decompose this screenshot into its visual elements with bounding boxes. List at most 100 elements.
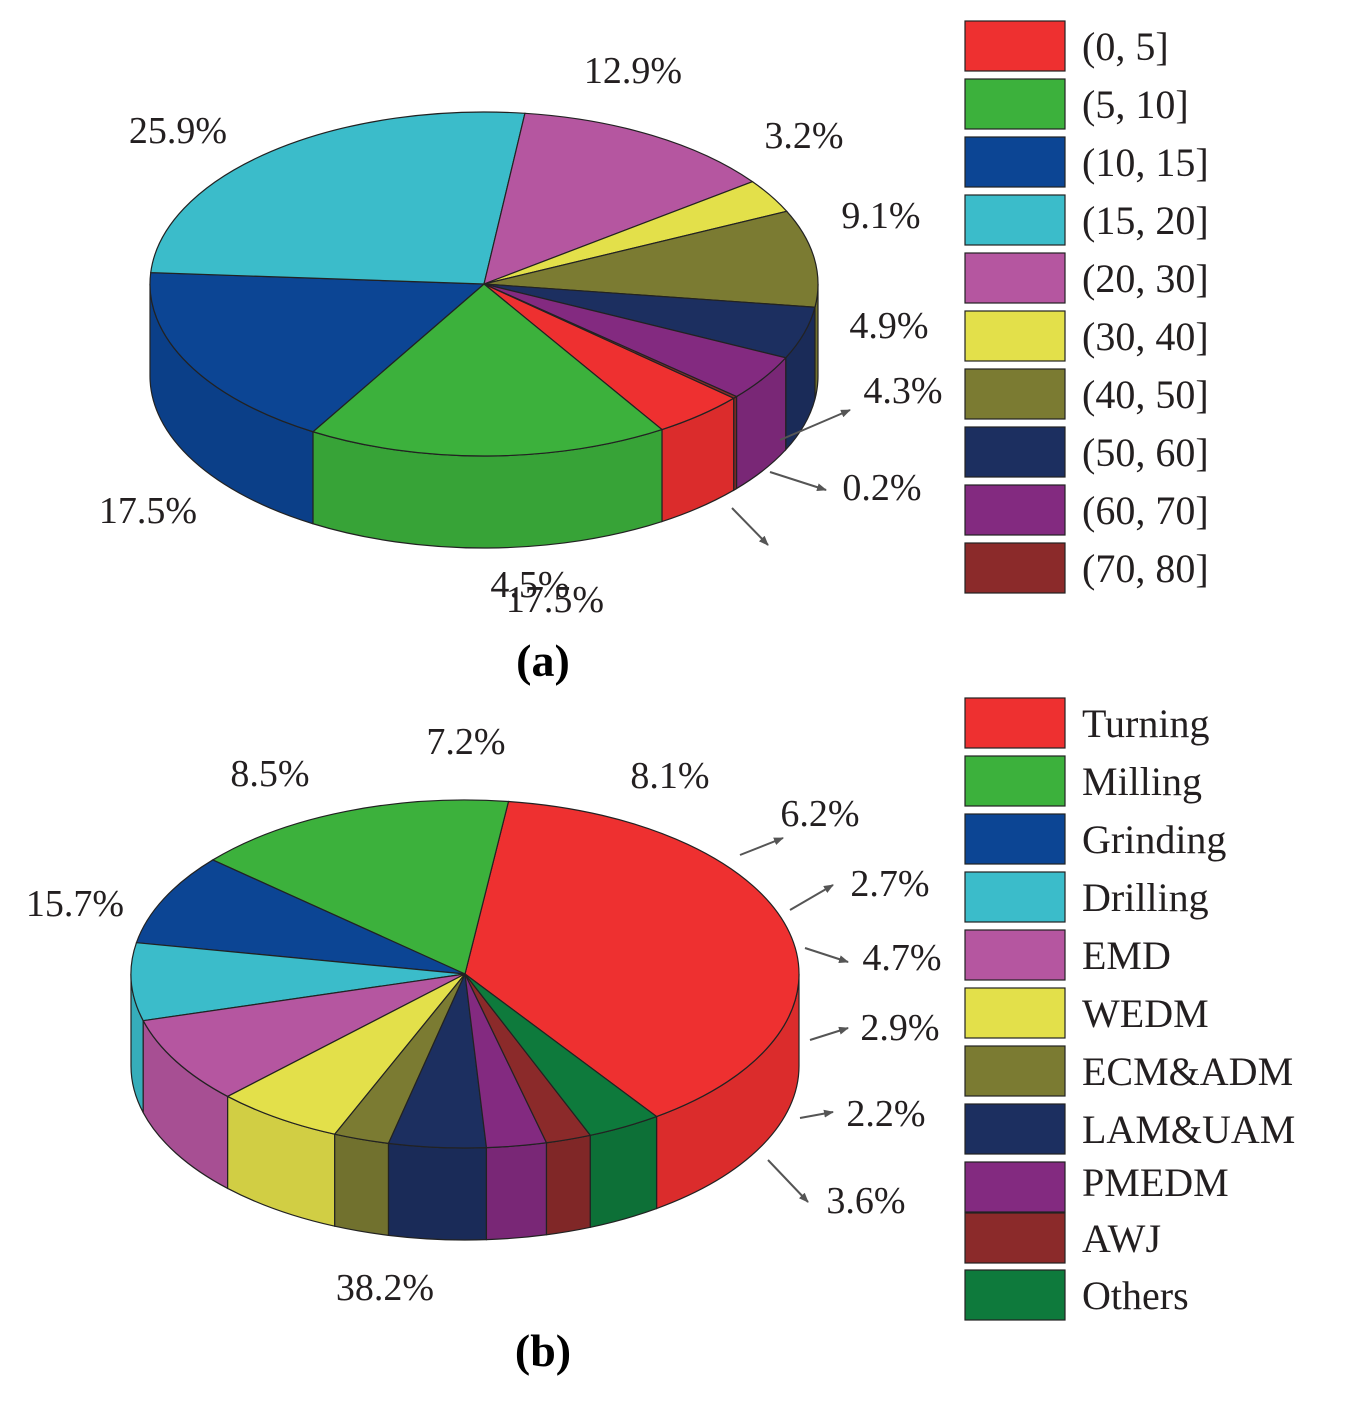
data-label-b-lam-uam: 4.7% [862, 937, 941, 979]
legend-label-a-30-40: (30, 40] [1082, 314, 1209, 359]
data-label-a-5-10: 17.5% [506, 579, 604, 621]
legend-swatch-b-turning [964, 697, 1066, 749]
legend-label-b-wedm: WEDM [1082, 991, 1209, 1036]
legend-swatch-a-10-15 [964, 136, 1066, 188]
legend-label-b-ecm-adm: ECM&ADM [1082, 1049, 1293, 1094]
pie-a-leader-arrows [731, 409, 851, 546]
legend-swatch-b-others [964, 1269, 1066, 1321]
pie-a-slice-5-10 [311, 283, 664, 457]
data-label-b-turning: 38.2% [336, 1267, 434, 1309]
pie-b-sides [130, 973, 800, 1241]
pie-b-side-awj [545, 1134, 591, 1236]
legend-label-a-15-20: (15, 20] [1082, 198, 1209, 243]
pie-b-slice-turning [464, 800, 800, 1118]
legend-swatch-b-drilling [964, 871, 1066, 923]
legend-swatch-a-5-10 [964, 78, 1066, 130]
data-label-a-60-70: 4.3% [863, 370, 942, 412]
pie-a-slice-15-20 [150, 111, 526, 285]
legend-label-a-5-10: (5, 10] [1082, 82, 1189, 127]
pie-b-slice-emd [142, 973, 466, 1098]
leader-arrow-b-awj [799, 1109, 834, 1119]
legend-swatch-a-15-20 [964, 194, 1066, 246]
data-label-a-40-50: 9.1% [841, 195, 920, 237]
data-label-b-emd: 8.1% [630, 755, 709, 797]
data-label-b-pmedm: 2.9% [860, 1007, 939, 1049]
legend-label-b-lam-uam: LAM&UAM [1082, 1107, 1295, 1152]
legend-a: (0, 5] (5, 10] (10, 15] (15, 20] (20, 30… [964, 20, 1209, 594]
leader-arrow-a-70-80 [769, 471, 827, 492]
pie-a-side-70-80 [733, 395, 738, 492]
legend-label-b-drilling: Drilling [1082, 875, 1209, 920]
legend-label-b-turning: Turning [1082, 701, 1209, 746]
data-label-a-20-30: 12.9% [584, 50, 682, 92]
leader-arrow-b-pmedm [809, 1026, 849, 1041]
pie-b-slice-milling [211, 799, 510, 975]
pie-chart-b: 38.2% 15.7% 8.5% 7.2% 8.1% 6.2% 2.7% 4.7… [26, 721, 942, 1376]
pie-b-slice-others [464, 973, 658, 1136]
legend-label-b-milling: Milling [1082, 759, 1202, 804]
caption-b: (b) [515, 1325, 571, 1376]
legend-swatch-b-ecm-adm [964, 1045, 1066, 1097]
data-label-b-wedm: 6.2% [780, 793, 859, 835]
data-label-b-awj: 2.2% [846, 1093, 925, 1135]
legend-swatch-b-wedm [964, 987, 1066, 1039]
pie-b-tops [130, 799, 800, 1149]
leader-arrow-a-0-5 [731, 507, 769, 546]
data-label-b-drilling: 7.2% [426, 721, 505, 763]
legend-swatch-a-40-50 [964, 368, 1066, 420]
data-label-a-0-5: 4.5% [490, 564, 569, 606]
data-label-b-ecm-adm: 2.7% [850, 863, 929, 905]
data-label-a-30-40: 3.2% [764, 115, 843, 157]
legend-label-a-70-80: (70, 80] [1082, 546, 1209, 591]
pie-b-slice-wedm [226, 973, 466, 1135]
legend-swatch-b-awj [964, 1212, 1066, 1264]
pie-b-side-ecm-adm [334, 1133, 390, 1237]
data-label-a-50-60: 4.9% [849, 305, 928, 347]
legend-swatch-a-20-30 [964, 252, 1066, 304]
data-label-a-15-20: 25.9% [129, 110, 227, 152]
legend-b: Turning Milling Grinding Drilling EMD WE… [964, 697, 1295, 1321]
legend-label-b-awj: AWJ [1082, 1216, 1161, 1261]
pie-a-data-labels: 4.5% 17.5% 17.5% 25.9% 12.9% 3.2% 9.1% 4… [99, 50, 943, 621]
legend-label-b-pmedm: PMEDM [1082, 1160, 1229, 1205]
legend-label-b-emd: EMD [1082, 933, 1171, 978]
pie-b-side-pmedm [485, 1142, 548, 1241]
pie-a-tops [149, 111, 819, 457]
legend-swatch-b-pmedm [964, 1161, 1066, 1213]
pie-a-sides [149, 283, 819, 549]
legend-label-b-grinding: Grinding [1082, 817, 1226, 862]
legend-label-a-20-30: (20, 30] [1082, 256, 1209, 301]
pie-b-side-lam-uam [387, 1142, 488, 1241]
pie-b-leader-arrows [739, 837, 849, 1203]
pie-chart-a: 4.5% 17.5% 17.5% 25.9% 12.9% 3.2% 9.1% 4… [99, 50, 943, 686]
data-label-b-milling: 15.7% [26, 883, 124, 925]
pie-a-slice-20-30 [483, 112, 754, 285]
leader-arrow-b-ecm-adm [789, 884, 834, 911]
legend-swatch-a-60-70 [964, 484, 1066, 536]
legend-label-b-others: Others [1082, 1273, 1189, 1318]
legend-swatch-a-70-80 [964, 542, 1066, 594]
pie-b-slice-grinding [135, 859, 466, 975]
legend-label-a-40-50: (40, 50] [1082, 372, 1209, 417]
pie-a-slice-70-80 [483, 283, 738, 399]
legend-swatch-a-0-5 [964, 20, 1066, 72]
pie-b-data-labels: 38.2% 15.7% 8.5% 7.2% 8.1% 6.2% 2.7% 4.7… [26, 721, 942, 1309]
legend-label-a-50-60: (50, 60] [1082, 430, 1209, 475]
legend-swatch-b-lam-uam [964, 1103, 1066, 1155]
legend-label-a-0-5: (0, 5] [1082, 24, 1169, 69]
legend-label-a-10-15: (10, 15] [1082, 140, 1209, 185]
legend-swatch-a-50-60 [964, 426, 1066, 478]
data-label-b-others: 3.6% [826, 1180, 905, 1222]
leader-arrow-b-others [767, 1159, 809, 1203]
legend-swatch-b-milling [964, 755, 1066, 807]
caption-a: (a) [516, 635, 570, 686]
leader-arrow-b-wedm [739, 837, 784, 856]
legend-label-a-60-70: (60, 70] [1082, 488, 1209, 533]
data-label-a-70-80: 0.2% [842, 467, 921, 509]
pie-b-slice-drilling [130, 942, 466, 1022]
legend-swatch-a-30-40 [964, 310, 1066, 362]
pie-a-slice-40-50 [483, 210, 819, 308]
data-label-b-grinding: 8.5% [230, 753, 309, 795]
leader-arrow-b-lam-uam [804, 947, 849, 964]
